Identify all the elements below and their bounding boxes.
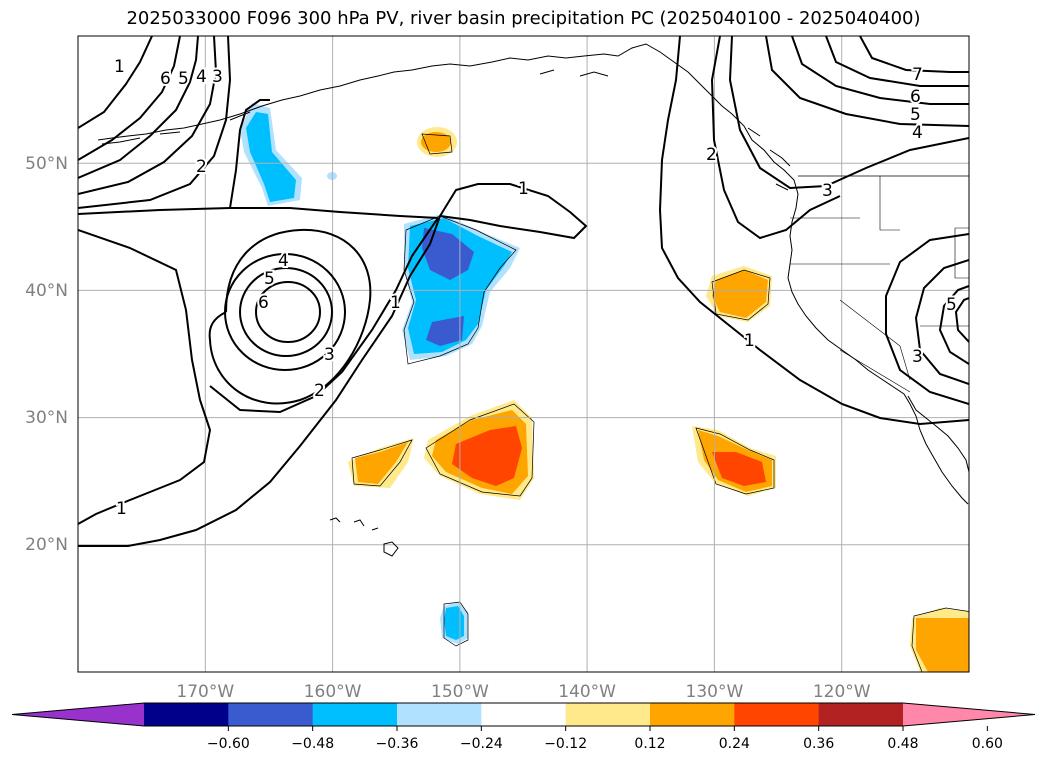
lat-label: 40°N (25, 281, 68, 301)
contour-label: 4 (912, 123, 923, 143)
contour-label: 3 (212, 67, 223, 87)
colorbar-segment (734, 703, 820, 726)
lon-label: 130°W (686, 682, 744, 702)
pv-contour-labels: 1 6 5 4 3 2 4 5 6 3 2 1 1 1 2 3 1 7 6 5 (112, 55, 959, 521)
colorbar-tick-label: −0.60 (207, 736, 250, 752)
colorbar: −0.60 −0.48 −0.36 −0.24 −0.12 0.12 0.24 0.36 0.4… (11, 702, 1036, 752)
contour-label: 7 (912, 65, 923, 85)
colorbar-tick-label: −0.12 (544, 736, 587, 752)
west-hawaii-positive-anomaly (348, 438, 414, 488)
contour-label: 1 (390, 293, 401, 313)
california-offshore-positive-anomaly (706, 266, 772, 322)
colorbar-extend-high (903, 703, 1035, 726)
contour-label: 5 (946, 295, 957, 315)
colorbar-segment (818, 703, 904, 726)
coastlines (97, 43, 969, 557)
lat-label: 30°N (25, 408, 68, 428)
south-hawaii-negative-anomaly (440, 602, 468, 644)
contour-label: 4 (278, 251, 289, 271)
colorbar-segment (565, 703, 651, 726)
colorbar-segment (228, 703, 314, 726)
lat-label: 20°N (25, 535, 68, 555)
mexico-corner-positive-anomaly (910, 608, 969, 672)
colorbar-segment (312, 703, 398, 726)
colorbar-tick-label: 0.48 (887, 736, 918, 752)
pv-contours (78, 36, 969, 547)
contour-label: 6 (258, 293, 269, 313)
contour-label: 5 (178, 69, 189, 89)
colorbar-tick-label: 0.36 (803, 736, 834, 752)
colorbar-segment (397, 703, 482, 726)
contour-label: 1 (518, 179, 529, 199)
colorbar-extend-low (12, 703, 144, 726)
contour-label: 6 (910, 87, 921, 107)
contour-label: 2 (706, 145, 717, 165)
colorbar-tick-label: 0.60 (972, 736, 1003, 752)
contour-label: 1 (116, 499, 127, 519)
lon-label: 160°W (304, 682, 362, 702)
contour-label: 3 (822, 181, 833, 201)
north-hawaii-positive-anomaly (424, 400, 534, 500)
contour-label: 3 (324, 345, 335, 365)
map-title: 2025033000 F096 300 hPa PV, river basin … (126, 8, 921, 29)
lat-label: 50°N (25, 154, 68, 174)
colorbar-tick-label: 0.24 (719, 736, 750, 752)
lon-label: 170°W (176, 682, 234, 702)
subtropical-east-positive-anomaly (692, 426, 776, 496)
longitude-labels: 170°W 160°W 150°W 140°W 130°W 120°W (176, 682, 870, 702)
small-negative-anomaly (327, 172, 337, 180)
anomaly-outlines (351, 133, 969, 672)
contour-label: 1 (114, 57, 125, 77)
colorbar-segment (650, 703, 735, 726)
contour-label: 4 (196, 67, 207, 87)
colorbar-segment (481, 703, 567, 726)
contour-label: 5 (264, 269, 275, 289)
colorbar-outline (11, 702, 1036, 727)
colorbar-tick-label: −0.36 (376, 736, 419, 752)
contour-label: 5 (910, 105, 921, 125)
map-plot-area: 1 6 5 4 3 2 4 5 6 3 2 1 1 1 2 3 1 7 6 5 (77, 35, 970, 673)
contour-label: 6 (160, 69, 171, 89)
lon-label: 140°W (558, 682, 616, 702)
contour-label: 3 (912, 347, 923, 367)
contour-label: 2 (196, 157, 207, 177)
colorbar-tick-label: −0.24 (460, 736, 503, 752)
contour-label: 1 (744, 331, 755, 351)
colorbar-segment (144, 703, 229, 726)
precip-shading (240, 103, 969, 672)
contour-label: 2 (314, 381, 325, 401)
latitude-labels: 50°N 40°N 30°N 20°N (25, 154, 68, 555)
aleutian-negative-anomaly (240, 103, 302, 206)
colorbar-tick-label: 0.12 (634, 736, 665, 752)
colorbar-tick-label: −0.48 (291, 736, 334, 752)
lon-label: 120°W (813, 682, 871, 702)
lon-label: 150°W (431, 682, 489, 702)
